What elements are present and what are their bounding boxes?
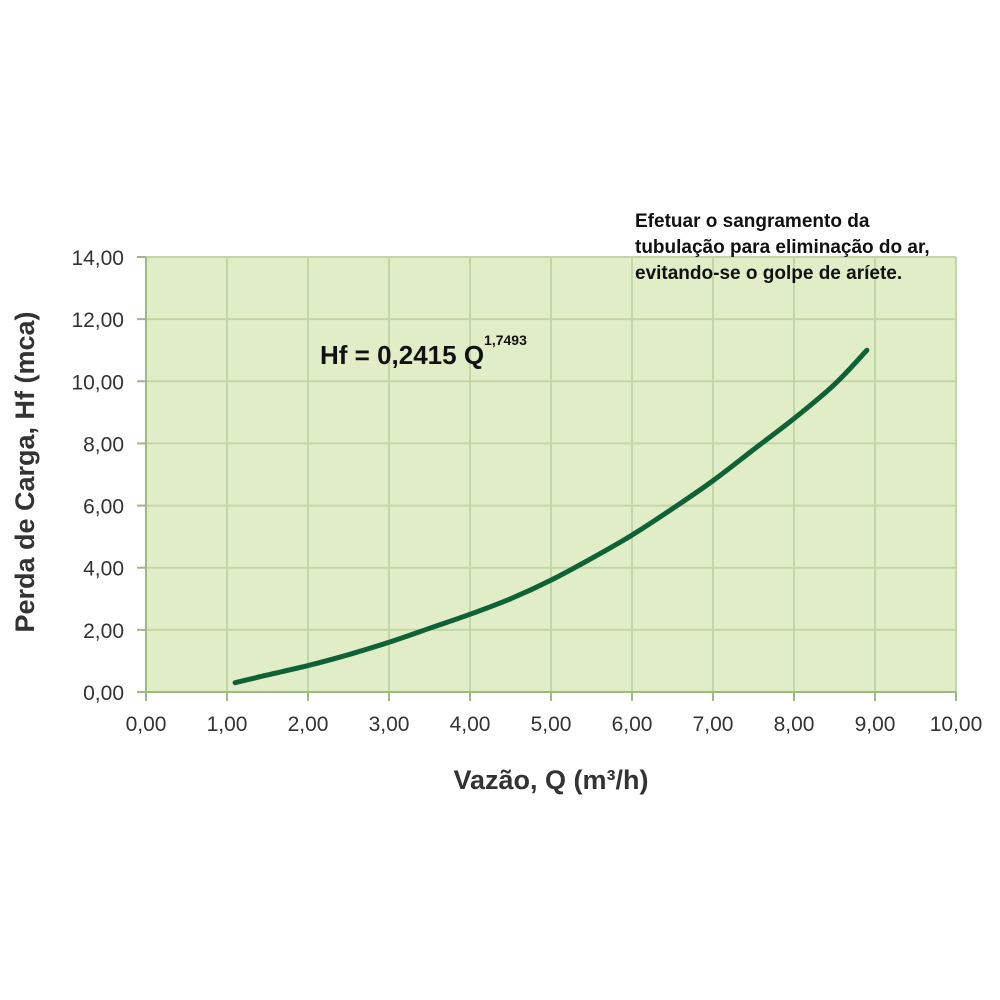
x-tick-label: 0,00 xyxy=(126,713,167,736)
note-line: Efetuar o sangramento da xyxy=(635,211,870,232)
equation-main: Hf = 0,2415 Q xyxy=(320,340,484,370)
x-tick-label: 7,00 xyxy=(693,713,734,736)
annotation-note: Efetuar o sangramento da tubulação para … xyxy=(635,209,995,287)
y-tick-label: 0,00 xyxy=(83,682,124,705)
x-tick-label: 2,00 xyxy=(288,713,329,736)
x-axis-ticks: 0,00 1,00 2,00 3,00 4,00 5,00 6,00 7,00 8,00 9,00… xyxy=(126,692,983,736)
y-tick-label: 14,00 xyxy=(71,247,124,270)
y-tick-label: 4,00 xyxy=(83,558,124,581)
grid-lines xyxy=(146,256,957,692)
x-tick-label: 4,00 xyxy=(450,713,491,736)
equation-exponent: 1,7493 xyxy=(484,332,527,348)
y-tick-label: 2,00 xyxy=(83,620,124,643)
y-tick-label: 12,00 xyxy=(71,309,124,332)
x-tick-label: 9,00 xyxy=(855,713,896,736)
x-tick-label: 8,00 xyxy=(774,713,815,736)
note-line: tubulação para eliminação do ar, xyxy=(635,237,930,258)
note-line: evitando-se o golpe de aríete. xyxy=(635,263,903,284)
y-tick-label: 8,00 xyxy=(83,433,124,456)
y-tick-label: 10,00 xyxy=(71,371,124,394)
x-tick-label: 6,00 xyxy=(612,713,653,736)
x-tick-label: 10,00 xyxy=(930,713,983,736)
y-axis-title: Perda de Carga, Hf (mca) xyxy=(10,311,40,632)
equation-label: Hf = 0,2415 Q1,7493 xyxy=(320,332,527,370)
x-axis-title: Vazão, Q (m³/h) xyxy=(453,765,648,795)
x-tick-label: 1,00 xyxy=(207,713,248,736)
x-tick-label: 5,00 xyxy=(531,713,572,736)
x-tick-label: 3,00 xyxy=(369,713,410,736)
y-axis-ticks: 0,00 2,00 4,00 6,00 8,00 10,00 12,00 14,00 xyxy=(71,247,146,705)
series-line xyxy=(232,347,870,686)
y-tick-label: 6,00 xyxy=(83,496,124,519)
